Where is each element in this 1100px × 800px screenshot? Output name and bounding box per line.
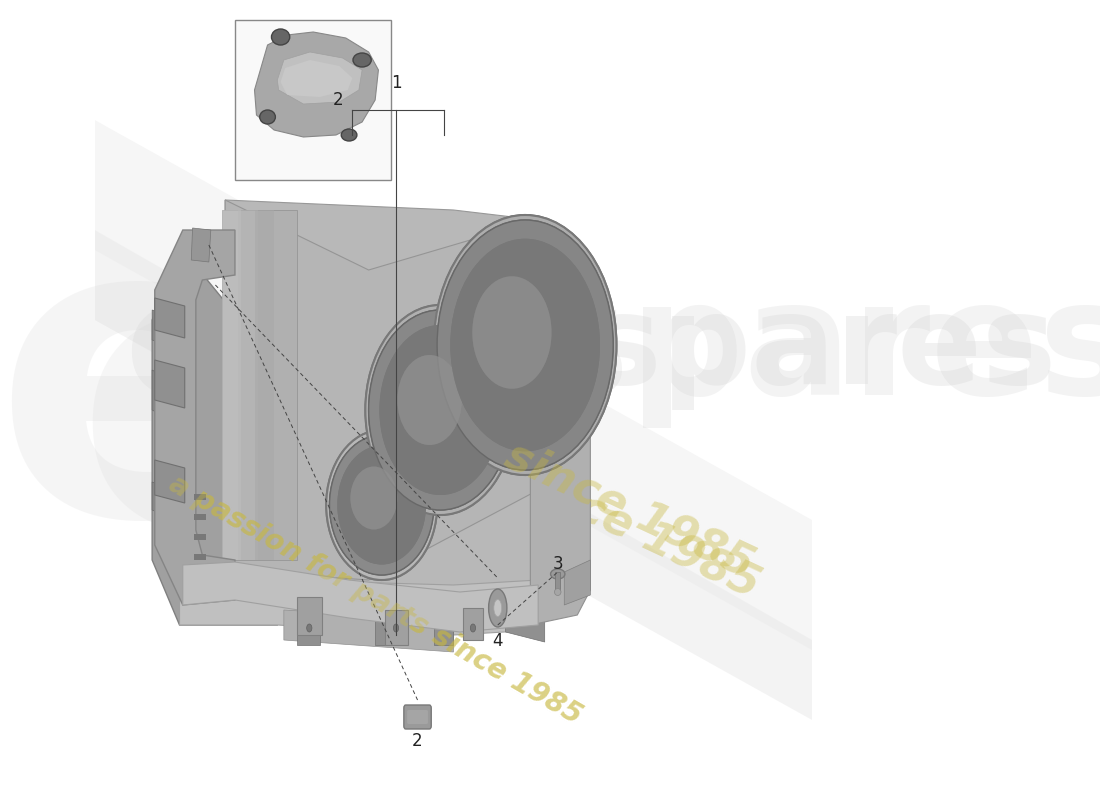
Polygon shape (226, 200, 538, 580)
Ellipse shape (494, 599, 502, 617)
Text: 2: 2 (412, 732, 422, 750)
Ellipse shape (433, 215, 616, 475)
Ellipse shape (351, 466, 397, 530)
Ellipse shape (260, 110, 275, 124)
Text: eu: eu (75, 231, 616, 609)
Ellipse shape (437, 220, 613, 470)
Bar (297, 617, 320, 645)
Text: since 1985: since 1985 (498, 434, 760, 586)
Ellipse shape (450, 238, 600, 451)
Polygon shape (152, 370, 179, 425)
Polygon shape (191, 228, 211, 262)
Polygon shape (222, 210, 297, 560)
Ellipse shape (365, 305, 516, 515)
Ellipse shape (338, 446, 426, 565)
Ellipse shape (397, 355, 462, 445)
Polygon shape (155, 298, 185, 338)
Text: eurospares: eurospares (267, 290, 1057, 410)
Text: eurospares: eurospares (124, 273, 1100, 427)
Polygon shape (297, 597, 321, 635)
Bar (194, 514, 206, 520)
Ellipse shape (353, 53, 371, 67)
Circle shape (394, 624, 398, 632)
Ellipse shape (330, 435, 433, 575)
Ellipse shape (551, 569, 565, 579)
Polygon shape (155, 360, 185, 408)
Bar (194, 534, 206, 540)
Ellipse shape (341, 129, 356, 141)
Polygon shape (152, 482, 179, 522)
Ellipse shape (554, 589, 561, 595)
Text: 2: 2 (333, 91, 344, 109)
Polygon shape (155, 460, 185, 503)
Bar (194, 494, 206, 500)
Text: a passion for parts since 1985: a passion for parts since 1985 (164, 470, 586, 730)
Polygon shape (152, 310, 186, 350)
Ellipse shape (368, 310, 513, 510)
Polygon shape (152, 270, 284, 625)
Ellipse shape (327, 430, 437, 580)
Ellipse shape (437, 220, 613, 470)
Text: 1: 1 (390, 74, 402, 92)
Polygon shape (277, 52, 362, 104)
Ellipse shape (472, 276, 551, 389)
Ellipse shape (272, 29, 289, 45)
Polygon shape (222, 210, 242, 560)
Polygon shape (155, 230, 235, 605)
Circle shape (307, 624, 312, 632)
Polygon shape (254, 210, 274, 560)
Polygon shape (564, 560, 591, 605)
Text: 4: 4 (493, 632, 503, 650)
FancyBboxPatch shape (407, 710, 428, 724)
Bar (194, 554, 206, 560)
Polygon shape (179, 580, 538, 635)
Ellipse shape (488, 589, 507, 627)
Polygon shape (506, 595, 544, 642)
Text: since 1985: since 1985 (505, 454, 767, 606)
Text: e: e (0, 198, 275, 602)
Ellipse shape (397, 355, 462, 445)
Bar (235, 20, 392, 180)
Polygon shape (95, 230, 812, 720)
Polygon shape (183, 562, 538, 632)
Ellipse shape (368, 310, 513, 510)
Polygon shape (226, 200, 538, 590)
Bar (375, 617, 398, 645)
Polygon shape (280, 60, 352, 97)
Polygon shape (254, 32, 378, 137)
Polygon shape (95, 120, 812, 650)
Polygon shape (463, 608, 483, 640)
Ellipse shape (365, 305, 516, 515)
FancyBboxPatch shape (404, 705, 431, 729)
Ellipse shape (450, 238, 600, 451)
Ellipse shape (338, 446, 426, 565)
Polygon shape (530, 360, 591, 625)
Text: 3: 3 (552, 555, 563, 573)
Polygon shape (385, 610, 408, 645)
Ellipse shape (330, 435, 433, 575)
Ellipse shape (472, 276, 551, 389)
Bar (556, 572, 560, 592)
Bar (433, 617, 453, 645)
Ellipse shape (379, 325, 502, 495)
Ellipse shape (433, 215, 616, 475)
Polygon shape (284, 610, 453, 652)
Circle shape (471, 624, 475, 632)
Ellipse shape (379, 325, 502, 495)
Ellipse shape (327, 430, 437, 580)
Polygon shape (239, 210, 257, 560)
Ellipse shape (351, 466, 397, 530)
Text: a passion for parts since 1985: a passion for parts since 1985 (164, 470, 586, 730)
